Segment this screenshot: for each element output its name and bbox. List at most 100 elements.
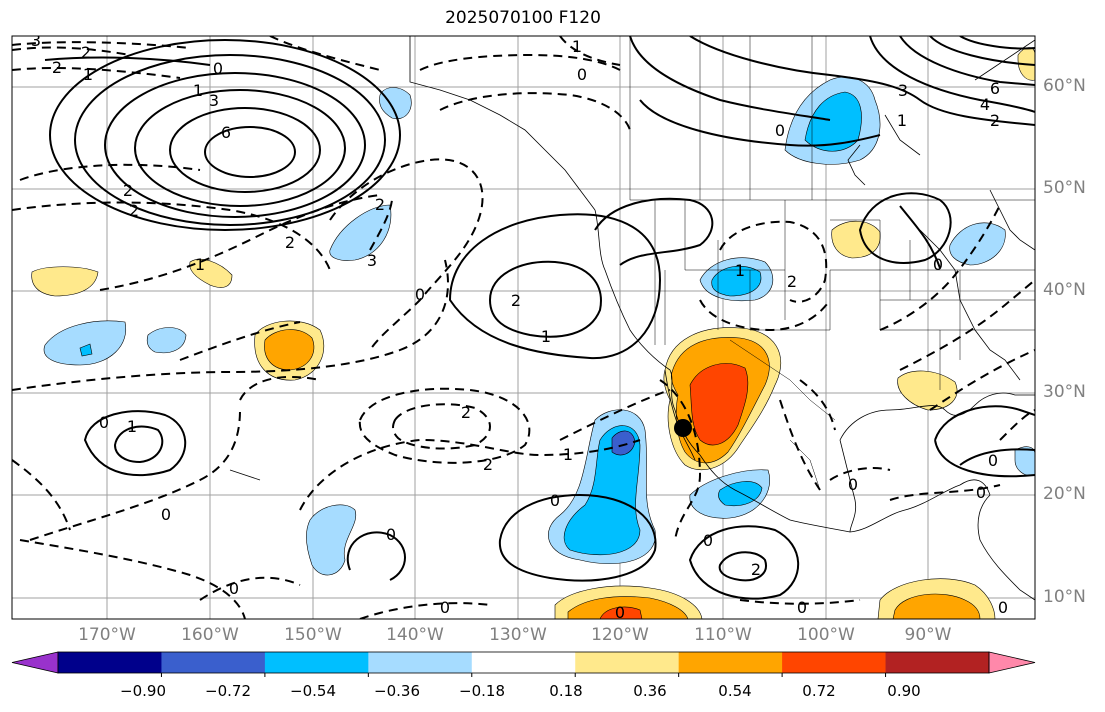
colorbar-label: 0.90 <box>887 682 921 700</box>
pos-region <box>189 258 233 288</box>
colorbar-label: −0.90 <box>120 682 166 700</box>
colorbar-label: 0.72 <box>802 682 836 700</box>
colorbar-outline <box>57 651 990 674</box>
colorbar-extension-low <box>11 651 59 674</box>
pos-region <box>599 606 643 619</box>
contour-label: 1 <box>541 327 551 346</box>
contour-label: 2 <box>81 43 91 62</box>
contour-label: 0 <box>775 121 785 140</box>
lat-tick-label: 50°N <box>1043 178 1086 198</box>
neg-region <box>949 222 1006 266</box>
pos-region <box>264 329 315 371</box>
lon-tick-label: 140°W <box>386 625 444 645</box>
lon-tick-label: 160°W <box>181 625 239 645</box>
lat-tick-label: 10°N <box>1043 587 1086 607</box>
contour-label: 2 <box>461 403 471 422</box>
lon-tick-label: 150°W <box>284 625 342 645</box>
colorbar-cell <box>161 652 266 673</box>
neg-region <box>306 504 357 576</box>
colorbar-label: −0.72 <box>205 682 251 700</box>
map-title: 2025070100 F120 <box>445 8 601 28</box>
neg-region <box>329 204 392 261</box>
contour-label: 0 <box>577 65 587 84</box>
state-borders <box>629 36 1035 491</box>
colorbar-label: 0.36 <box>633 682 667 700</box>
colorbar-cells <box>11 651 1036 677</box>
contour-label: 0 <box>998 598 1008 617</box>
colorbar-cell <box>58 652 162 673</box>
contour-label: 4 <box>980 95 990 114</box>
contour-label: 0 <box>161 505 171 524</box>
neg-region <box>146 327 187 354</box>
contour-label: 2 <box>751 560 761 579</box>
lat-tick-label: 30°N <box>1043 382 1086 402</box>
contour-label: 3 <box>209 91 219 110</box>
contour-label: 0 <box>933 255 943 274</box>
colorbar-label: −0.54 <box>290 682 336 700</box>
colorbar-label: −0.18 <box>459 682 505 700</box>
colorbar-cell <box>471 652 576 673</box>
neg-region <box>79 343 93 357</box>
contour-label: 2 <box>52 58 62 77</box>
contour-label: 0 <box>386 525 396 544</box>
contour-label: 1 <box>195 255 205 274</box>
lat-tick-label: 40°N <box>1043 280 1086 300</box>
contour-labels: 3 2 2 1 0 1 3 6 2 2 2 3 1 0 2 6 4 2 3 0 … <box>31 36 1008 619</box>
pos-region <box>897 370 958 411</box>
contour-label: 1 <box>127 417 137 436</box>
colorbar-cell <box>368 652 473 673</box>
contour-label: 0 <box>550 491 560 510</box>
lon-tick-label: 120°W <box>591 625 649 645</box>
lat-tick-label: 60°N <box>1043 76 1086 96</box>
contour-label: 0 <box>440 598 450 617</box>
colorbar-cell <box>782 652 887 673</box>
contour-label: 1 <box>83 65 93 84</box>
contour-label: 1 <box>193 81 203 100</box>
contour-label: 2 <box>285 233 295 252</box>
colorbar-label: 0.54 <box>718 682 752 700</box>
neg-region <box>804 91 862 152</box>
lon-tick-label: 100°W <box>797 625 855 645</box>
contour-label: 1 <box>572 37 582 56</box>
solid-contours <box>44 36 1035 600</box>
black-dot-marker <box>674 419 692 437</box>
coastlines-borders <box>229 36 1035 601</box>
contour-label: 0 <box>797 598 807 617</box>
contour-label: 2 <box>990 111 1000 130</box>
neg-region <box>43 320 127 366</box>
contour-label: 0 <box>415 285 425 304</box>
contour-label: 0 <box>213 59 223 78</box>
contour-label: 2 <box>511 291 521 310</box>
contour-label: 0 <box>988 451 998 470</box>
colorbar-label: 0.18 <box>549 682 583 700</box>
contour-label: 3 <box>898 81 908 100</box>
contour-label: 0 <box>229 579 239 598</box>
pos-region <box>892 593 981 619</box>
colorbar-label: −0.36 <box>374 682 420 700</box>
lon-tick-label: 130°W <box>489 625 547 645</box>
contour-label: 2 <box>483 455 493 474</box>
contour-label: 1 <box>897 111 907 130</box>
pos-region <box>31 266 99 297</box>
contour-label: 2 <box>787 272 797 291</box>
lon-tick-label: 90°W <box>904 625 952 645</box>
dashed-contours <box>12 36 1035 619</box>
shaded-anomalies <box>31 47 1035 619</box>
contour-label: 0 <box>848 475 858 494</box>
colorbar-cell <box>678 652 783 673</box>
neg-region <box>1014 446 1035 476</box>
colorbar-cell <box>575 652 680 673</box>
colorbar-cell <box>885 652 990 673</box>
neg-region <box>379 87 412 120</box>
contour-label: 0 <box>703 531 713 550</box>
lon-tick-label: 170°W <box>78 625 136 645</box>
contour-label: 0 <box>99 413 109 432</box>
contour-label: 3 <box>367 251 377 270</box>
contour-label: 2 <box>375 195 385 214</box>
contour-label: 2 <box>129 201 139 220</box>
contour-label: 1 <box>563 445 573 464</box>
contour-label: 0 <box>976 483 986 502</box>
colorbar-cell <box>264 652 369 673</box>
